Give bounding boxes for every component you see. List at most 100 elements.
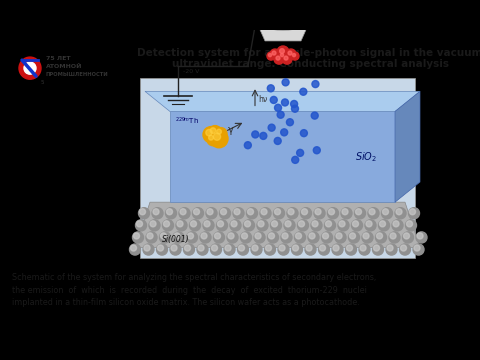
Circle shape bbox=[206, 130, 212, 136]
Circle shape bbox=[132, 232, 144, 243]
Circle shape bbox=[220, 209, 227, 215]
Text: -20 V: -20 V bbox=[183, 69, 199, 74]
Circle shape bbox=[362, 232, 373, 243]
Polygon shape bbox=[395, 91, 420, 202]
Circle shape bbox=[355, 208, 365, 219]
Circle shape bbox=[278, 244, 289, 255]
Circle shape bbox=[231, 221, 237, 227]
Circle shape bbox=[257, 220, 268, 231]
Circle shape bbox=[338, 220, 349, 231]
Text: ПРОМЫШЛЕННОСТИ: ПРОМЫШЛЕННОСТИ bbox=[46, 72, 109, 77]
Circle shape bbox=[308, 232, 319, 243]
Circle shape bbox=[305, 244, 316, 255]
Circle shape bbox=[279, 49, 284, 53]
Circle shape bbox=[288, 51, 292, 55]
Circle shape bbox=[309, 233, 315, 239]
Circle shape bbox=[279, 245, 285, 251]
Circle shape bbox=[277, 46, 289, 58]
Circle shape bbox=[167, 209, 172, 215]
Circle shape bbox=[311, 220, 322, 231]
Circle shape bbox=[348, 232, 360, 243]
Text: $SiO_2$: $SiO_2$ bbox=[355, 150, 377, 164]
Text: АТОМНОЙ: АТОМНОЙ bbox=[46, 64, 83, 69]
Circle shape bbox=[143, 244, 154, 255]
Circle shape bbox=[224, 244, 235, 255]
Circle shape bbox=[295, 232, 305, 243]
Circle shape bbox=[342, 209, 348, 215]
Circle shape bbox=[336, 233, 342, 239]
Circle shape bbox=[298, 220, 309, 231]
Circle shape bbox=[270, 49, 280, 59]
Circle shape bbox=[372, 244, 384, 255]
Circle shape bbox=[306, 245, 312, 251]
Text: 5: 5 bbox=[41, 80, 45, 85]
Text: 75 ЛЕТ: 75 ЛЕТ bbox=[46, 55, 71, 60]
Circle shape bbox=[247, 208, 257, 219]
Circle shape bbox=[157, 245, 164, 251]
Circle shape bbox=[206, 208, 217, 219]
Circle shape bbox=[395, 208, 406, 219]
Polygon shape bbox=[145, 91, 420, 112]
Circle shape bbox=[136, 221, 143, 227]
Circle shape bbox=[327, 208, 338, 219]
Circle shape bbox=[320, 245, 325, 251]
Circle shape bbox=[215, 127, 227, 140]
Circle shape bbox=[204, 221, 210, 227]
Circle shape bbox=[407, 221, 412, 227]
Circle shape bbox=[403, 232, 413, 243]
Circle shape bbox=[180, 209, 186, 215]
Circle shape bbox=[200, 232, 211, 243]
Circle shape bbox=[207, 209, 213, 215]
Text: γ: γ bbox=[228, 125, 234, 135]
Circle shape bbox=[267, 85, 274, 92]
Circle shape bbox=[216, 220, 228, 231]
Circle shape bbox=[272, 51, 276, 55]
Circle shape bbox=[393, 221, 399, 227]
Circle shape bbox=[300, 88, 307, 95]
Circle shape bbox=[174, 233, 180, 239]
Circle shape bbox=[285, 221, 291, 227]
Circle shape bbox=[183, 244, 194, 255]
Circle shape bbox=[282, 79, 289, 86]
Circle shape bbox=[156, 244, 168, 255]
Circle shape bbox=[322, 232, 333, 243]
Circle shape bbox=[209, 135, 214, 140]
Circle shape bbox=[282, 54, 292, 64]
Circle shape bbox=[267, 232, 278, 243]
Circle shape bbox=[252, 245, 258, 251]
Circle shape bbox=[192, 208, 204, 219]
Circle shape bbox=[190, 220, 201, 231]
Circle shape bbox=[166, 208, 177, 219]
Circle shape bbox=[211, 244, 221, 255]
Circle shape bbox=[287, 208, 298, 219]
Circle shape bbox=[238, 244, 249, 255]
Circle shape bbox=[227, 232, 238, 243]
Circle shape bbox=[382, 208, 393, 219]
Circle shape bbox=[135, 220, 146, 231]
Circle shape bbox=[228, 233, 234, 239]
Circle shape bbox=[380, 221, 385, 227]
Circle shape bbox=[176, 220, 187, 231]
Circle shape bbox=[241, 233, 248, 239]
Circle shape bbox=[275, 104, 282, 111]
Circle shape bbox=[274, 208, 285, 219]
Circle shape bbox=[268, 233, 275, 239]
Polygon shape bbox=[256, 21, 310, 41]
Circle shape bbox=[244, 142, 252, 149]
Circle shape bbox=[214, 232, 225, 243]
Circle shape bbox=[323, 233, 328, 239]
Circle shape bbox=[400, 245, 407, 251]
Circle shape bbox=[271, 220, 281, 231]
Circle shape bbox=[216, 129, 221, 134]
Circle shape bbox=[347, 245, 352, 251]
Circle shape bbox=[408, 208, 420, 219]
Circle shape bbox=[147, 233, 153, 239]
Circle shape bbox=[191, 221, 196, 227]
Circle shape bbox=[210, 130, 228, 148]
Text: Si(001): Si(001) bbox=[162, 235, 190, 244]
Circle shape bbox=[351, 220, 362, 231]
Circle shape bbox=[133, 233, 140, 239]
Circle shape bbox=[146, 232, 157, 243]
Circle shape bbox=[363, 233, 369, 239]
Circle shape bbox=[276, 56, 280, 60]
